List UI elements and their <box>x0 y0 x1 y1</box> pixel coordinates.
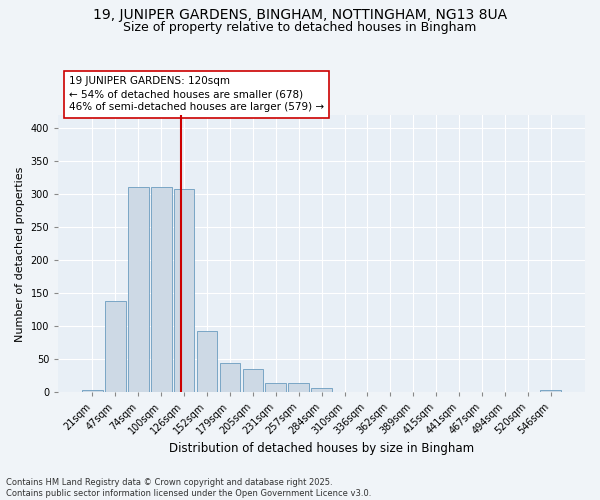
X-axis label: Distribution of detached houses by size in Bingham: Distribution of detached houses by size … <box>169 442 474 455</box>
Text: 19, JUNIPER GARDENS, BINGHAM, NOTTINGHAM, NG13 8UA: 19, JUNIPER GARDENS, BINGHAM, NOTTINGHAM… <box>93 8 507 22</box>
Bar <box>174 189 194 392</box>
Bar <box>128 186 149 392</box>
Text: Contains HM Land Registry data © Crown copyright and database right 2025.
Contai: Contains HM Land Registry data © Crown c… <box>6 478 371 498</box>
Bar <box>151 187 172 392</box>
Bar <box>265 382 286 392</box>
Bar <box>220 362 240 392</box>
Text: 19 JUNIPER GARDENS: 120sqm
← 54% of detached houses are smaller (678)
46% of sem: 19 JUNIPER GARDENS: 120sqm ← 54% of deta… <box>69 76 324 112</box>
Y-axis label: Number of detached properties: Number of detached properties <box>15 166 25 342</box>
Bar <box>289 382 309 392</box>
Bar <box>197 331 217 392</box>
Bar <box>105 300 125 392</box>
Text: Size of property relative to detached houses in Bingham: Size of property relative to detached ho… <box>124 21 476 34</box>
Bar <box>541 390 561 392</box>
Bar <box>242 370 263 392</box>
Bar <box>82 390 103 392</box>
Bar <box>311 388 332 392</box>
